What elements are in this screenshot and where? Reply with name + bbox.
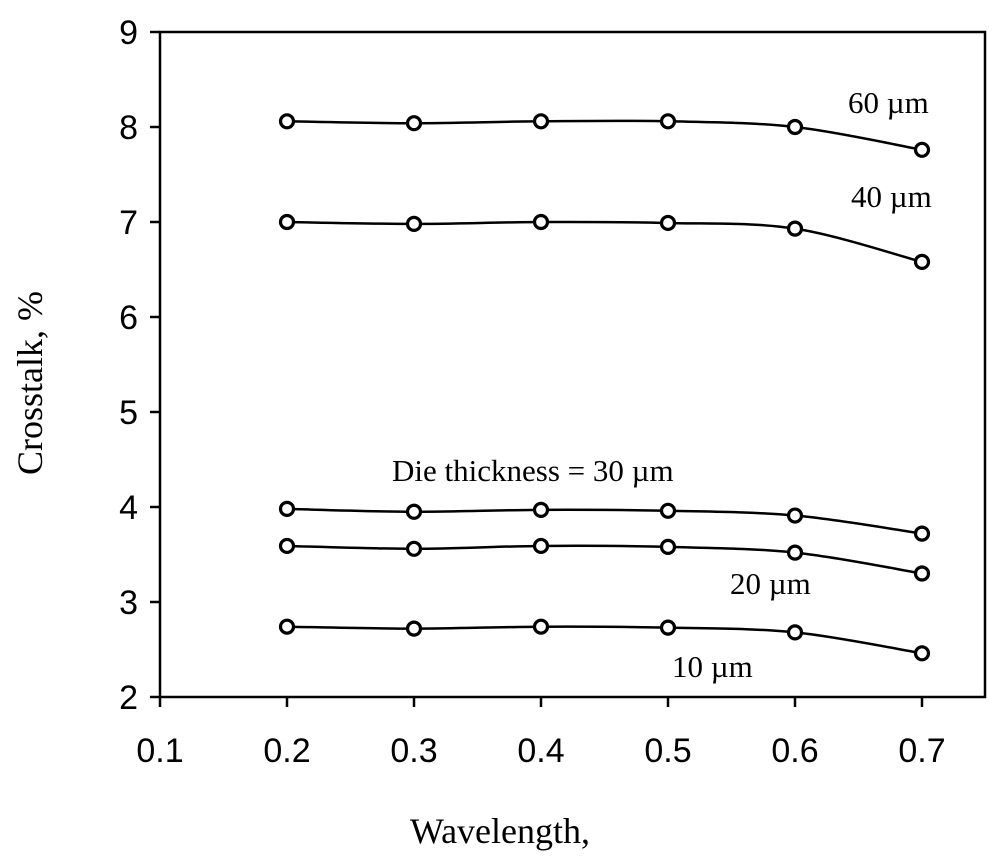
series-label-10um: 10 µm <box>672 649 753 684</box>
data-point-s3-p5 <box>913 565 931 582</box>
data-point-s1-p5 <box>913 253 931 270</box>
y-tick-label: 4 <box>119 489 138 527</box>
y-tick-label: 5 <box>119 394 138 432</box>
data-point-s1-p1 <box>405 215 423 232</box>
x-tick-label: 0.1 <box>136 732 183 770</box>
series-line-2 <box>286 507 923 535</box>
data-point-s1-p4 <box>786 220 804 237</box>
series-markers <box>278 113 931 662</box>
data-point-s4-p3 <box>659 619 677 636</box>
data-point-s4-p5 <box>913 645 931 662</box>
data-point-s2-p3 <box>659 502 677 519</box>
data-point-s0-p0 <box>278 113 296 130</box>
data-point-s0-p5 <box>913 141 931 158</box>
data-point-s0-p2 <box>532 113 550 130</box>
y-axis: 2 3 4 5 6 7 8 9 <box>119 14 160 717</box>
y-tick-label: 2 <box>119 679 138 717</box>
data-point-s4-p2 <box>532 618 550 635</box>
data-point-s3-p1 <box>405 540 423 557</box>
data-point-s4-p1 <box>405 620 423 637</box>
data-point-s3-p3 <box>659 538 677 556</box>
data-point-s3-p2 <box>532 537 550 555</box>
data-point-s2-p1 <box>405 503 423 520</box>
series-line-0 <box>286 119 923 152</box>
data-point-s3-p0 <box>278 537 296 555</box>
y-tick-label: 9 <box>119 14 138 52</box>
y-tick-label: 8 <box>119 109 138 147</box>
data-point-s2-p0 <box>278 500 296 517</box>
data-point-s2-p5 <box>913 525 931 542</box>
series-label-30um: Die thickness = 30 µm <box>392 453 674 488</box>
x-tick-label: 0.2 <box>263 732 310 770</box>
series-line-4 <box>286 625 923 655</box>
plot-frame <box>158 30 987 699</box>
data-point-s4-p4 <box>786 624 804 641</box>
y-tick-label: 6 <box>119 299 138 337</box>
y-tick-label: 3 <box>119 584 138 622</box>
data-point-s4-p0 <box>278 618 296 635</box>
x-axis: 0.1 0.2 0.3 0.4 0.5 0.6 0.7 <box>136 697 946 770</box>
series-label-40um: 40 µm <box>851 179 932 214</box>
y-tick-label: 7 <box>119 204 138 242</box>
series-lines <box>286 119 923 655</box>
series-label-60um: 60 µm <box>848 85 929 120</box>
series-label-20um: 20 µm <box>730 566 811 601</box>
data-point-s1-p0 <box>278 213 296 231</box>
y-axis-title: Crosstalk, % <box>10 291 50 475</box>
data-point-s0-p4 <box>786 118 804 136</box>
x-tick-label: 0.3 <box>390 732 437 770</box>
data-point-s1-p3 <box>659 214 677 232</box>
x-tick-label: 0.5 <box>644 732 691 770</box>
x-axis-title: Wavelength, <box>410 811 590 851</box>
data-point-s0-p3 <box>659 113 677 130</box>
data-point-s0-p1 <box>405 115 423 132</box>
data-point-s2-p4 <box>786 507 804 524</box>
series-line-1 <box>286 220 923 264</box>
x-tick-label: 0.6 <box>771 732 818 770</box>
data-point-s2-p2 <box>532 501 550 518</box>
data-point-s1-p2 <box>532 213 550 231</box>
x-tick-label: 0.4 <box>517 732 564 770</box>
series-line-3 <box>286 544 923 575</box>
data-point-s3-p4 <box>786 544 804 561</box>
x-tick-label: 0.7 <box>898 732 945 770</box>
